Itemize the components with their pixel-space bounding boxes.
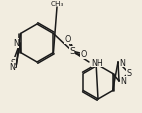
Text: S: S [11,58,16,67]
Text: N: N [9,63,15,72]
Text: N: N [119,58,125,67]
Text: O: O [65,35,71,44]
Text: S: S [126,69,131,78]
Text: N: N [13,39,19,48]
Text: S: S [69,47,75,56]
Text: N: N [120,77,126,86]
Text: NH: NH [91,58,103,67]
Text: CH₃: CH₃ [50,1,64,7]
Text: O: O [81,50,87,59]
